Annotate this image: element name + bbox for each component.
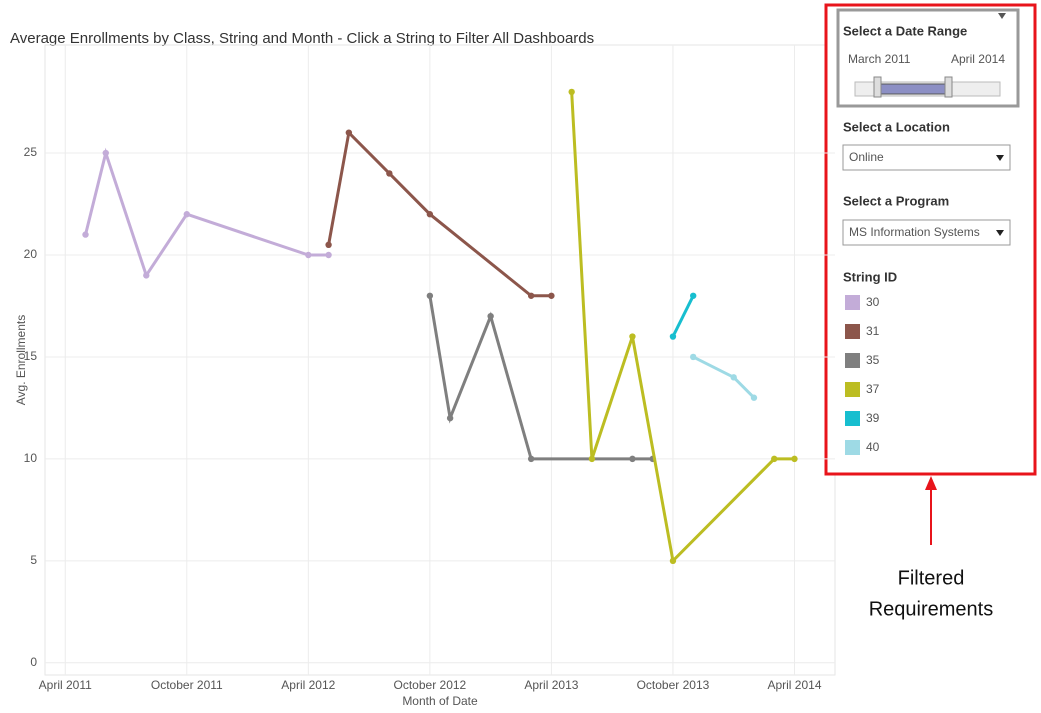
legend-swatch[interactable] — [845, 440, 860, 455]
legend-label: 30 — [866, 295, 880, 309]
x-tick-label: April 2012 — [281, 678, 335, 692]
y-tick-label: 10 — [24, 451, 38, 465]
legend-swatch[interactable] — [845, 295, 860, 310]
filter-panel: Select a Date Range March 2011 April 201… — [824, 3, 1037, 476]
data-point — [487, 312, 494, 320]
y-tick-label: 20 — [24, 247, 38, 261]
slider-range[interactable] — [879, 83, 947, 95]
data-point — [386, 170, 393, 177]
data-point — [426, 292, 434, 299]
series-line — [671, 295, 695, 338]
data-point — [629, 333, 636, 340]
dropdown-caret[interactable] — [998, 13, 1006, 19]
annotation: Requirements — [869, 598, 994, 620]
series-line — [692, 355, 756, 399]
data-point — [588, 455, 596, 463]
slider-handle[interactable] — [873, 76, 882, 98]
x-tick-label: October 2011 — [151, 678, 223, 692]
data-point — [527, 292, 535, 299]
data-point — [750, 394, 758, 401]
select-value: Online — [849, 150, 884, 164]
x-tick-label: April 2014 — [767, 678, 821, 692]
x-axis-label: Month of Date — [402, 694, 478, 708]
data-point — [568, 88, 575, 96]
range-start: March 2011 — [848, 52, 911, 66]
chart-title: Average Enrollments by Class, String and… — [10, 30, 594, 47]
filter-label: Select a Program — [843, 193, 949, 208]
data-point — [771, 455, 778, 463]
filter-label: Select a Date Range — [843, 23, 967, 38]
legend-label: 31 — [866, 324, 880, 338]
data-point — [426, 211, 434, 218]
filter-label: Select a Location — [843, 119, 950, 134]
slider-handle[interactable] — [944, 76, 953, 98]
range-end: April 2014 — [951, 52, 1005, 66]
annotation: Filtered — [898, 567, 965, 589]
data-point — [669, 557, 677, 565]
data-point — [629, 455, 636, 463]
y-tick-label: 15 — [24, 349, 38, 363]
legend-swatch[interactable] — [845, 324, 860, 339]
series-line — [84, 147, 329, 279]
data-point — [325, 251, 332, 259]
x-tick-label: April 2013 — [524, 678, 578, 692]
data-point — [325, 241, 332, 249]
legend-label: 37 — [866, 382, 880, 396]
data-point — [730, 374, 737, 381]
arrow-head — [925, 476, 937, 490]
data-point — [548, 292, 555, 299]
data-point — [690, 353, 697, 361]
y-tick-label: 25 — [24, 145, 38, 159]
select-value: MS Information Systems — [849, 225, 980, 239]
y-tick-label: 5 — [30, 553, 37, 567]
data-point — [690, 292, 697, 299]
program-select[interactable] — [842, 219, 1011, 246]
data-point — [345, 129, 353, 136]
legend-swatch[interactable] — [845, 382, 860, 397]
select-caret — [996, 155, 1004, 161]
legend-label: 40 — [866, 440, 880, 454]
data-point — [143, 272, 150, 279]
select-caret — [996, 230, 1004, 236]
legend-swatch[interactable] — [845, 411, 860, 426]
data-point — [527, 455, 535, 463]
legend-title: String ID — [843, 269, 897, 284]
x-tick-label: October 2012 — [394, 678, 467, 692]
y-tick-label: 0 — [30, 655, 37, 669]
series-line — [570, 91, 795, 564]
x-tick-label: April 2011 — [39, 678, 92, 692]
location-select[interactable] — [842, 144, 1011, 171]
data-point — [669, 333, 677, 340]
series-line — [327, 129, 552, 298]
y-axis-label: Avg. Enrollments — [14, 315, 28, 406]
data-point — [82, 231, 89, 238]
data-point — [305, 251, 312, 259]
series-line — [428, 295, 653, 461]
legend-label: 39 — [866, 411, 880, 425]
legend-swatch[interactable] — [845, 353, 860, 368]
data-point — [446, 414, 454, 422]
x-tick-label: October 2013 — [637, 678, 710, 692]
legend-label: 35 — [866, 353, 880, 367]
data-point — [791, 455, 798, 463]
data-point — [183, 211, 190, 218]
data-point — [102, 149, 109, 157]
